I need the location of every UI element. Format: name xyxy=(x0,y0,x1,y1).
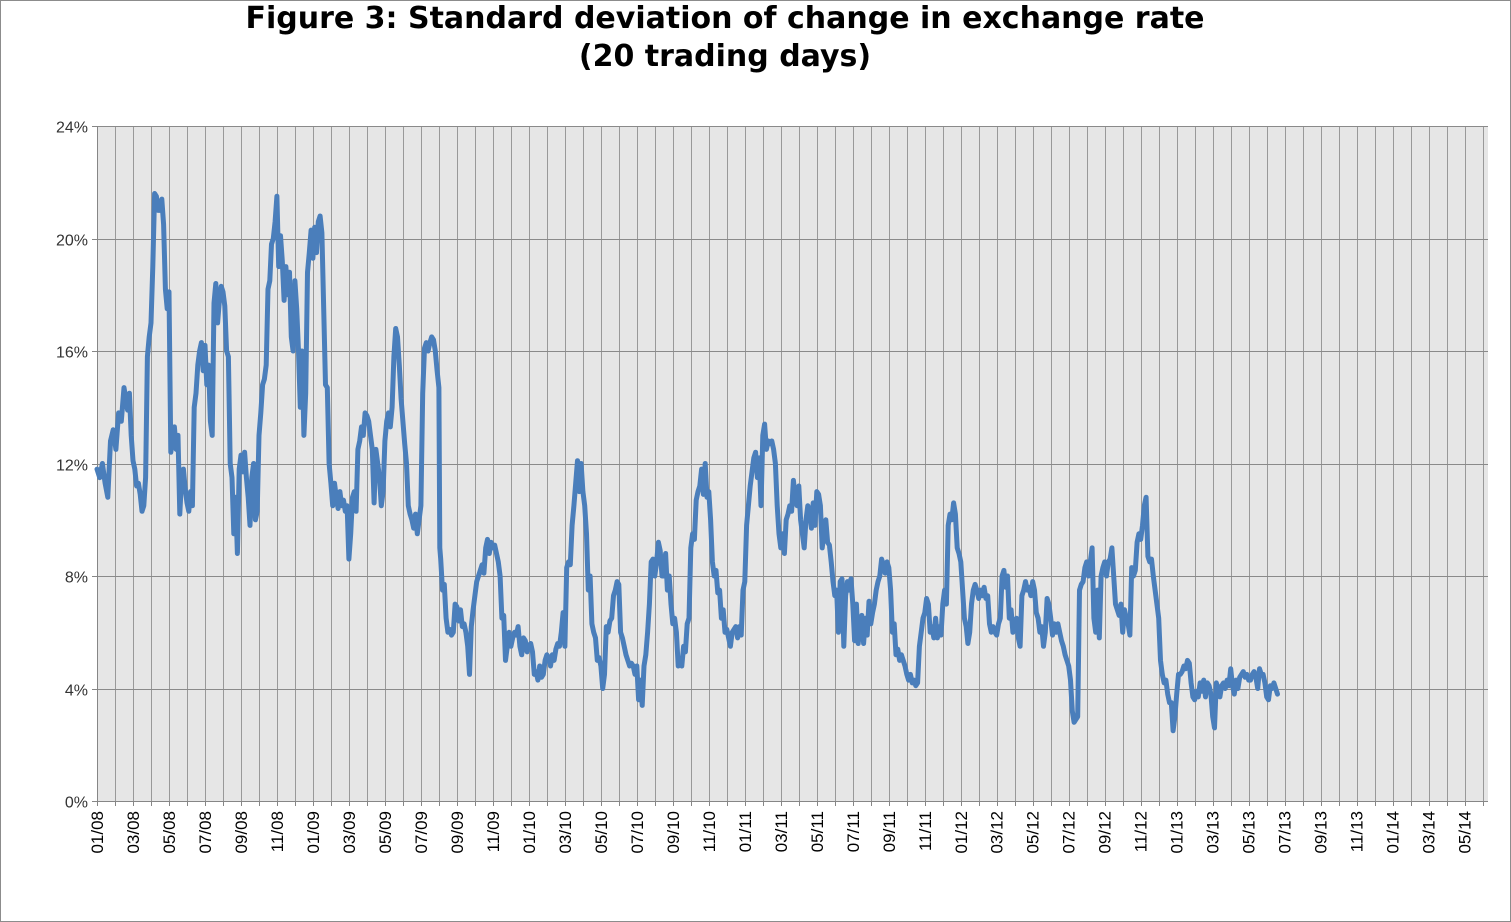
x-tick-label: 05/11 xyxy=(808,811,827,852)
y-tick-label: 20% xyxy=(56,233,88,250)
x-tick-label: 07/08 xyxy=(196,811,215,854)
x-tick-label: 11/10 xyxy=(700,811,719,852)
chart-title-line: Figure 3: Standard deviation of change i… xyxy=(245,1,1205,36)
x-tick-label: 11/13 xyxy=(1348,811,1367,852)
series-layer xyxy=(94,191,1280,734)
plot-area xyxy=(97,126,1488,801)
y-tick-label: 4% xyxy=(65,683,88,700)
x-tick-label: 01/09 xyxy=(304,811,323,854)
y-tick-label: 12% xyxy=(56,458,88,475)
x-tick-label: 01/14 xyxy=(1384,811,1403,854)
x-tick-label: 11/08 xyxy=(268,811,287,852)
x-tick-label: 07/13 xyxy=(1276,811,1295,854)
x-tick-label: 03/12 xyxy=(988,811,1007,854)
x-tick-label: 09/12 xyxy=(1096,811,1115,854)
x-tick-label: 09/11 xyxy=(880,811,899,852)
x-tick-label: 01/13 xyxy=(1168,811,1187,854)
x-tick-label: 03/08 xyxy=(124,811,143,854)
y-tick-label: 16% xyxy=(56,345,88,362)
x-tick-label: 03/13 xyxy=(1204,811,1223,854)
x-tick-label: 05/08 xyxy=(160,811,179,854)
x-tick-label: 09/08 xyxy=(232,811,251,854)
x-tick-label: 03/14 xyxy=(1420,811,1439,854)
x-tick-label: 11/09 xyxy=(484,811,503,852)
x-tick-label: 07/11 xyxy=(844,811,863,852)
y-tick-label: 0% xyxy=(65,795,88,812)
x-tick-label: 07/10 xyxy=(628,811,647,854)
x-tick-label: 03/09 xyxy=(340,811,359,854)
x-tick-label: 01/10 xyxy=(520,811,539,854)
x-tick-label: 03/11 xyxy=(772,811,791,852)
x-tick-label: 05/14 xyxy=(1456,811,1475,854)
x-tick-label: 05/09 xyxy=(376,811,395,854)
x-tick-label: 05/13 xyxy=(1240,811,1259,854)
x-tick-label: 07/12 xyxy=(1060,811,1079,854)
x-tick-label: 03/10 xyxy=(556,811,575,854)
x-tick-label: 01/12 xyxy=(952,811,971,854)
x-tick-label: 05/10 xyxy=(592,811,611,854)
series-line xyxy=(94,191,1280,734)
x-axis: 01/08 03/08 05/08 07/08 09/08 11/08 01/09 03/09… xyxy=(88,801,1488,854)
y-tick-label: 8% xyxy=(65,570,88,587)
chart-title: Figure 3: Standard deviation of change i… xyxy=(0,0,1450,76)
x-tick-label: 05/12 xyxy=(1024,811,1043,854)
x-tick-label: 07/09 xyxy=(412,811,431,854)
y-axis: 0% 4% 8% 12% 16% 20% 24% xyxy=(56,120,98,812)
x-tick-label: 09/09 xyxy=(448,811,467,854)
chart-subtitle: (20 trading days) xyxy=(578,39,872,74)
x-tick-label: 09/10 xyxy=(664,811,683,854)
x-tick-label: 01/08 xyxy=(88,811,107,854)
x-tick-label: 09/13 xyxy=(1312,811,1331,854)
y-tick-label: 24% xyxy=(56,120,88,137)
x-tick-label: 01/11 xyxy=(736,811,755,852)
x-tick-label: 11/12 xyxy=(1132,811,1151,852)
x-tick-label: 11/11 xyxy=(916,811,935,851)
